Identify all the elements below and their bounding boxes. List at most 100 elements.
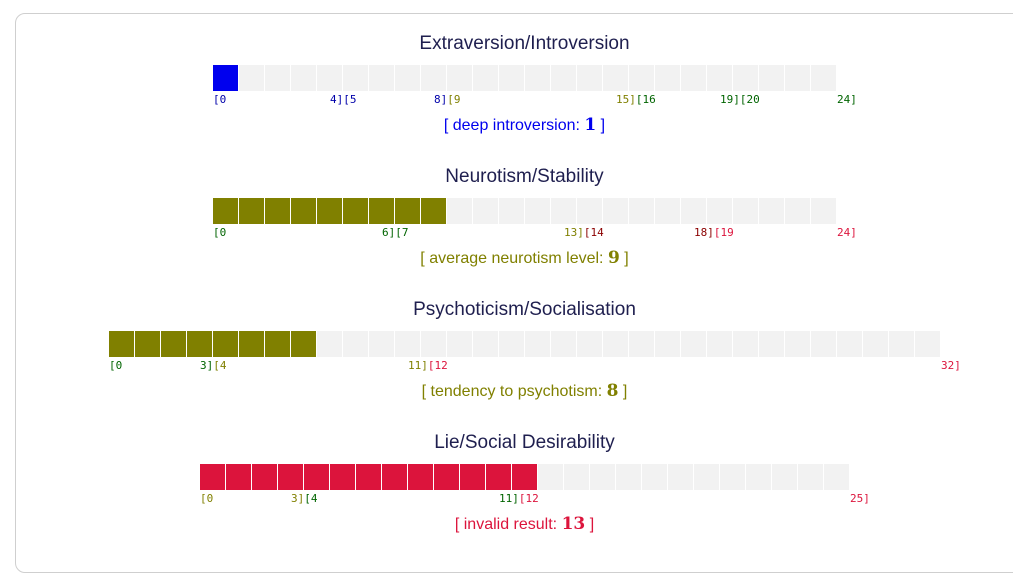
score-cell-empty <box>915 331 941 357</box>
result-value: 9 <box>607 248 620 268</box>
score-cell-filled <box>109 331 135 357</box>
score-cell-filled <box>356 464 382 490</box>
score-bar <box>200 464 850 490</box>
score-cell-empty <box>668 464 694 490</box>
tick-label: 15][16 <box>616 93 656 106</box>
score-cell-empty <box>785 331 811 357</box>
score-cell-filled <box>460 464 486 490</box>
score-cell-empty <box>811 331 837 357</box>
score-cell-empty <box>421 65 447 91</box>
score-cell-filled <box>213 331 239 357</box>
result-label: [ average neurotism level: <box>420 250 608 267</box>
score-bar <box>213 65 837 91</box>
tick-label: 18][19 <box>694 226 734 239</box>
scale-title: Psychoticism/Socialisation <box>413 299 636 320</box>
score-cell-empty <box>239 65 265 91</box>
result-text: [ invalid result: 13 ] <box>454 514 595 534</box>
tick-label: [0 <box>200 492 214 505</box>
score-cell-empty <box>525 65 551 91</box>
score-cell-filled <box>291 198 317 224</box>
score-cell-empty <box>317 331 343 357</box>
score-cell-empty <box>707 65 733 91</box>
tick-label: [0 <box>213 226 227 239</box>
tick-label: [0 <box>213 93 227 106</box>
scale-title: Lie/Social Desirability <box>434 432 615 453</box>
score-cell-filled <box>330 464 356 490</box>
score-cell-empty <box>577 331 603 357</box>
score-cell-filled <box>421 198 447 224</box>
score-cell-empty <box>733 65 759 91</box>
score-cell-empty <box>473 331 499 357</box>
result-value: 1 <box>584 115 597 135</box>
result-label: [ deep introversion: <box>443 117 585 134</box>
score-cell-empty <box>681 65 707 91</box>
score-cell-empty <box>759 65 785 91</box>
score-cell-empty <box>525 198 551 224</box>
result-value: 13 <box>561 514 586 534</box>
score-cell-filled <box>304 464 330 490</box>
score-cell-empty <box>538 464 564 490</box>
result-value: 8 <box>606 381 619 401</box>
score-cell-filled <box>408 464 434 490</box>
score-cell-empty <box>551 198 577 224</box>
score-cell-empty <box>395 331 421 357</box>
score-cell-filled <box>265 331 291 357</box>
score-cell-empty <box>473 65 499 91</box>
score-cell-filled <box>252 464 278 490</box>
tick-label: 32] <box>941 359 961 372</box>
score-cell-empty <box>785 198 811 224</box>
score-cell-empty <box>746 464 772 490</box>
score-cell-empty <box>525 331 551 357</box>
score-cell-empty <box>681 331 707 357</box>
score-cell-filled <box>278 464 304 490</box>
score-cell-empty <box>629 198 655 224</box>
score-cell-filled <box>486 464 512 490</box>
score-cell-empty <box>681 198 707 224</box>
score-cell-empty <box>655 331 681 357</box>
score-cell-empty <box>447 65 473 91</box>
score-cell-empty <box>473 198 499 224</box>
score-cell-empty <box>499 198 525 224</box>
score-cell-empty <box>447 198 473 224</box>
tick-label: 8][9 <box>434 93 461 106</box>
score-cell-empty <box>863 331 889 357</box>
score-cell-empty <box>499 65 525 91</box>
tick-label: 11][12 <box>499 492 539 505</box>
score-cell-empty <box>317 65 343 91</box>
score-cell-filled <box>369 198 395 224</box>
score-cell-empty <box>343 65 369 91</box>
tick-label: 25] <box>850 492 870 505</box>
tick-label: 6][7 <box>382 226 409 239</box>
score-cell-filled <box>161 331 187 357</box>
result-text: [ deep introversion: 1 ] <box>443 115 606 135</box>
score-cell-empty <box>889 331 915 357</box>
tick-labels: [0 3][4 11][12 32] <box>109 359 961 373</box>
score-cell-empty <box>590 464 616 490</box>
score-cell-filled <box>187 331 213 357</box>
score-cell-empty <box>629 65 655 91</box>
score-cell-empty <box>642 464 668 490</box>
score-cell-filled <box>434 464 460 490</box>
score-cell-empty <box>655 198 681 224</box>
scale-title: Extraversion/Introversion <box>419 33 630 54</box>
tick-label: 24] <box>837 226 857 239</box>
score-cell-empty <box>811 65 837 91</box>
score-cell-filled <box>213 65 239 91</box>
score-cell-filled <box>135 331 161 357</box>
score-cell-filled <box>265 198 291 224</box>
score-cell-empty <box>798 464 824 490</box>
score-cell-filled <box>200 464 226 490</box>
score-cell-empty <box>720 464 746 490</box>
tick-label: 19][20 <box>720 93 760 106</box>
tick-label: 3][4 <box>291 492 318 505</box>
score-cell-empty <box>629 331 655 357</box>
result-text: [ average neurotism level: 9 ] <box>420 248 629 268</box>
score-cell-empty <box>772 464 798 490</box>
score-cell-empty <box>265 65 291 91</box>
tick-labels: [0 6][7 13][14 18][19 24] <box>213 226 857 240</box>
score-cell-empty <box>694 464 720 490</box>
score-cell-empty <box>577 65 603 91</box>
score-cell-filled <box>512 464 538 490</box>
score-cell-empty <box>499 331 525 357</box>
score-cell-empty <box>759 331 785 357</box>
